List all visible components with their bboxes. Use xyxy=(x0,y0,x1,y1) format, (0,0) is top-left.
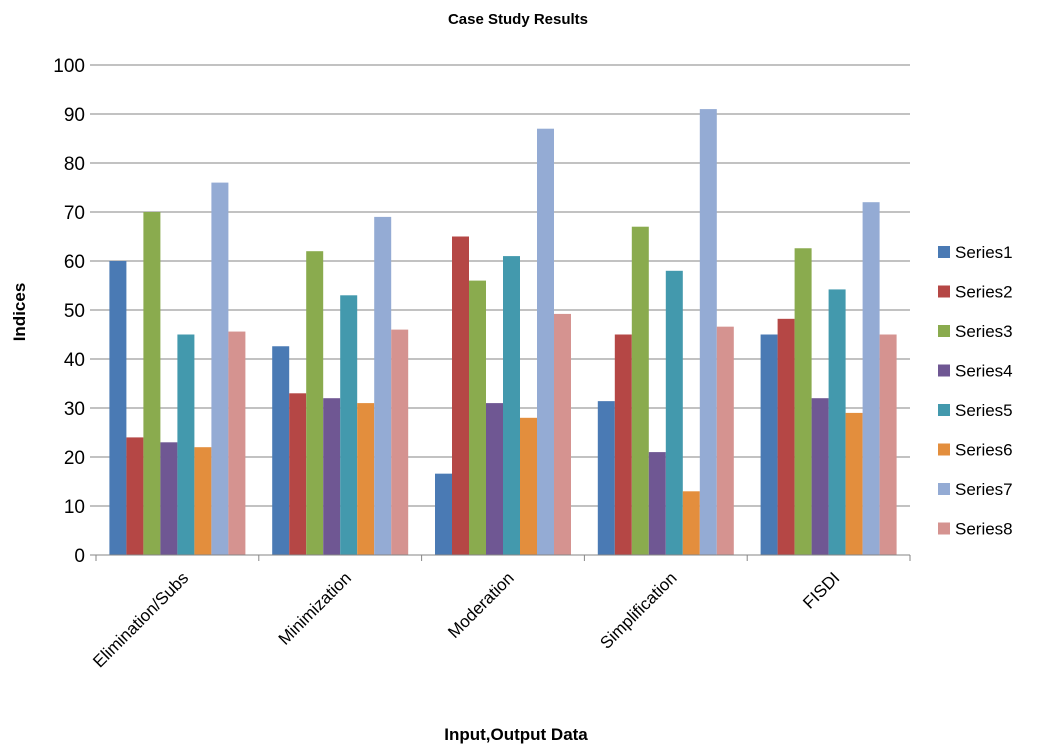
bar-series1-2 xyxy=(435,473,452,555)
bar-series8-4 xyxy=(879,334,897,555)
y-tick-label: 20 xyxy=(64,448,85,469)
x-axis-categories: Elimination/Subs Minimization Moderation Si… xyxy=(89,555,911,671)
bar-series3-2 xyxy=(469,280,486,555)
bar-series6-2 xyxy=(520,417,537,555)
bar-series3-0 xyxy=(143,212,161,555)
y-tick-label: 40 xyxy=(64,350,85,371)
legend-swatch xyxy=(938,522,950,535)
bar-series1-0 xyxy=(109,261,127,555)
legend-label: Series2 xyxy=(955,283,1013,302)
bar-series7-2 xyxy=(537,128,554,555)
bar-series8-2 xyxy=(554,313,571,555)
y-tick-label: 0 xyxy=(74,546,85,567)
bar-series7-4 xyxy=(862,202,880,555)
bar-series1-1 xyxy=(272,346,290,555)
y-axis-title: Indices xyxy=(10,283,29,342)
x-axis-title: Input,Output Data xyxy=(444,725,588,744)
legend-swatch xyxy=(938,443,950,456)
y-tick-label: 80 xyxy=(64,154,85,175)
bar-series2-2 xyxy=(452,236,469,555)
legend-swatch xyxy=(938,404,950,416)
bar-series4-3 xyxy=(648,452,666,555)
bar-series5-4 xyxy=(828,289,846,555)
x-category-label: Elimination/Subs xyxy=(89,568,192,671)
bar-series3-3 xyxy=(631,226,649,555)
bar-series7-1 xyxy=(374,216,392,555)
y-tick-label: 50 xyxy=(64,301,85,322)
bar-series5-2 xyxy=(503,256,520,555)
bar-series2-4 xyxy=(777,318,795,555)
bar-series5-3 xyxy=(665,270,683,555)
bar-series7-3 xyxy=(699,109,717,555)
bar-series6-3 xyxy=(682,491,700,555)
bar-series2-0 xyxy=(126,437,144,555)
y-tick-label: 90 xyxy=(64,105,85,126)
y-tick-label: 100 xyxy=(53,56,85,77)
bar-series1-4 xyxy=(760,334,778,555)
bar-series8-3 xyxy=(716,326,734,555)
y-tick-label: 30 xyxy=(64,399,85,420)
legend-label: Series7 xyxy=(955,480,1013,499)
x-category-label: FISDI xyxy=(799,568,843,612)
y-tick-label: 10 xyxy=(64,497,85,518)
legend-swatch xyxy=(938,325,950,337)
legend-swatch xyxy=(938,285,950,298)
bar-series4-0 xyxy=(160,442,178,555)
x-category-label: Simplification xyxy=(596,568,680,652)
bars xyxy=(109,109,897,555)
legend-swatch xyxy=(938,364,950,377)
bar-series6-0 xyxy=(194,447,212,555)
x-category-label: Minimization xyxy=(275,568,355,648)
bar-series5-0 xyxy=(177,334,195,555)
bar-series6-4 xyxy=(845,412,863,555)
bar-series1-3 xyxy=(597,401,615,555)
legend-swatch xyxy=(938,483,950,495)
bar-series7-0 xyxy=(211,182,229,555)
chart-title: Case Study Results xyxy=(448,11,588,28)
bar-series2-1 xyxy=(289,393,307,555)
x-category-label: Moderation xyxy=(444,568,518,642)
y-tick-label: 60 xyxy=(64,252,85,273)
bar-series4-2 xyxy=(486,403,503,555)
legend-label: Series6 xyxy=(955,441,1013,460)
bar-series8-1 xyxy=(391,329,409,555)
legend: Series1 Series2 Series3 Series4 Series5 Serie… xyxy=(938,243,1013,539)
bar-series2-3 xyxy=(614,334,632,555)
y-tick-label: 70 xyxy=(64,203,85,224)
bar-series3-1 xyxy=(306,251,324,555)
legend-label: Series5 xyxy=(955,401,1013,420)
bar-series4-1 xyxy=(323,398,341,555)
legend-label: Series3 xyxy=(955,322,1013,341)
bar-series6-1 xyxy=(357,403,375,555)
bar-series3-4 xyxy=(794,248,812,555)
legend-label: Series8 xyxy=(955,520,1013,539)
legend-swatch xyxy=(938,246,950,258)
bar-series8-0 xyxy=(228,331,246,555)
legend-label: Series4 xyxy=(955,362,1013,381)
legend-label: Series1 xyxy=(955,243,1013,262)
bar-series4-4 xyxy=(811,398,829,555)
bar-series5-1 xyxy=(340,295,358,555)
y-axis-ticks: 0 10 20 30 40 50 60 70 80 90 100 xyxy=(53,56,96,567)
